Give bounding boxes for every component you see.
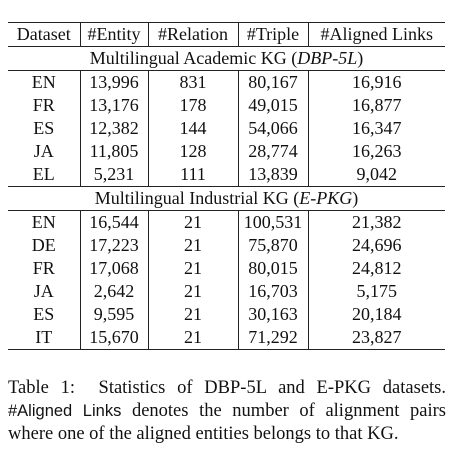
section-title: Multilingual Academic KG (DBP-5L) xyxy=(8,46,445,71)
cell: 21,382 xyxy=(307,210,445,234)
section-title: Multilingual Industrial KG (E-PKG) xyxy=(8,186,445,211)
cell: 13,176 xyxy=(79,94,148,117)
cell: ES xyxy=(33,118,55,138)
section-row: Multilingual Industrial KG (E-PKG) xyxy=(8,186,445,211)
cell: 15,670 xyxy=(79,326,148,350)
data-row: ES 9,595 21 30,163 20,184 xyxy=(8,303,445,326)
data-row: FR 13,176 178 49,015 16,877 xyxy=(8,94,445,117)
section-title-text: ) xyxy=(357,48,364,68)
cell: EN xyxy=(31,212,56,232)
data-row: IT 15,670 21 71,292 23,827 xyxy=(8,326,445,350)
cell: 12,382 xyxy=(79,117,148,140)
cell: 13,996 xyxy=(79,70,148,94)
cell: 23,827 xyxy=(307,326,445,350)
section-title-text: Multilingual Industrial KG ( xyxy=(94,188,300,208)
cell: ES xyxy=(33,304,55,324)
cell: 5,175 xyxy=(307,280,445,303)
cell: 11,805 xyxy=(79,140,148,163)
cell: 2,642 xyxy=(79,280,148,303)
table-body: Dataset #Entity #Relation #Triple #Aligned L… xyxy=(8,22,445,350)
cell: JA xyxy=(33,281,54,301)
cell: 178 xyxy=(147,94,238,117)
caption-label: Table 1: xyxy=(8,378,75,398)
cell: 16,877 xyxy=(307,94,445,117)
section-row: Multilingual Academic KG (DBP-5L) xyxy=(8,46,445,71)
data-row: DE 17,223 21 75,870 24,696 xyxy=(8,234,445,257)
cell: 54,066 xyxy=(237,117,308,140)
cell: 16,263 xyxy=(307,140,445,163)
cell: 20,184 xyxy=(307,303,445,326)
cell: 80,015 xyxy=(237,257,308,280)
data-row: EL 5,231 111 13,839 9,042 xyxy=(8,163,445,187)
data-row: JA 11,805 128 28,774 16,263 xyxy=(8,140,445,163)
cell: 16,347 xyxy=(307,117,445,140)
data-row: EN 16,544 21 100,531 21,382 xyxy=(8,210,445,234)
cell: 831 xyxy=(147,70,238,94)
header-row: Dataset #Entity #Relation #Triple #Aligned L… xyxy=(8,22,445,47)
cell: 24,812 xyxy=(307,257,445,280)
cell: 5,231 xyxy=(79,163,148,187)
caption-text: Statistics of DBP-5L and E-PKG datasets. xyxy=(98,378,446,398)
data-row: FR 17,068 21 80,015 24,812 xyxy=(8,257,445,280)
section-title-abbr: E-PKG xyxy=(299,188,353,208)
cell: 144 xyxy=(147,117,238,140)
cell: 17,223 xyxy=(79,234,148,257)
data-row: JA 2,642 21 16,703 5,175 xyxy=(8,280,445,303)
cell: 16,703 xyxy=(237,280,308,303)
cell: 30,163 xyxy=(237,303,308,326)
cell: FR xyxy=(32,95,55,115)
cell: 21 xyxy=(147,326,238,350)
cell: 100,531 xyxy=(237,210,308,234)
cell: IT xyxy=(8,326,80,350)
caption-code: #Aligned Links xyxy=(8,402,122,420)
header-cell: #Triple xyxy=(237,22,308,47)
stats-table: Dataset #Entity #Relation #Triple #Aligned L… xyxy=(8,22,445,350)
caption: Table 1: Statistics of DBP-5L and E-PKG … xyxy=(8,377,446,446)
cell: EN xyxy=(31,72,56,92)
cell: 17,068 xyxy=(79,257,148,280)
cell: 80,167 xyxy=(237,70,308,94)
cell: 28,774 xyxy=(237,140,308,163)
cell: 21 xyxy=(147,280,238,303)
cell: 24,696 xyxy=(307,234,445,257)
cell: 71,292 xyxy=(237,326,308,350)
header-cell: #Relation xyxy=(147,22,238,47)
header-cell: Dataset xyxy=(8,22,80,47)
cell: FR xyxy=(32,258,55,278)
cell: 75,870 xyxy=(237,234,308,257)
cell: 49,015 xyxy=(237,94,308,117)
cell: 16,544 xyxy=(79,210,148,234)
section-title-text: Multilingual Academic KG ( xyxy=(89,48,298,68)
section-title-abbr: DBP-5L xyxy=(297,48,358,68)
cell: DE xyxy=(31,235,56,255)
cell: JA xyxy=(33,141,54,161)
cell: 21 xyxy=(147,210,238,234)
cell: 111 xyxy=(147,163,238,187)
cell: 9,042 xyxy=(307,163,445,187)
cell: 21 xyxy=(147,257,238,280)
cell: 13,839 xyxy=(237,163,308,187)
header-cell: #Aligned Links xyxy=(307,22,445,47)
cell: 16,916 xyxy=(307,70,445,94)
section-title-text: ) xyxy=(352,188,359,208)
caption-text: denotes the number of alignment pairs wh… xyxy=(8,401,447,444)
cell: 9,595 xyxy=(79,303,148,326)
cell: 21 xyxy=(147,303,238,326)
cell: 128 xyxy=(147,140,238,163)
data-row: EN 13,996 831 80,167 16,916 xyxy=(8,70,445,94)
data-row: ES 12,382 144 54,066 16,347 xyxy=(8,117,445,140)
cell: 21 xyxy=(147,234,238,257)
cell: EL xyxy=(32,164,55,184)
header-cell: #Entity xyxy=(79,22,148,47)
